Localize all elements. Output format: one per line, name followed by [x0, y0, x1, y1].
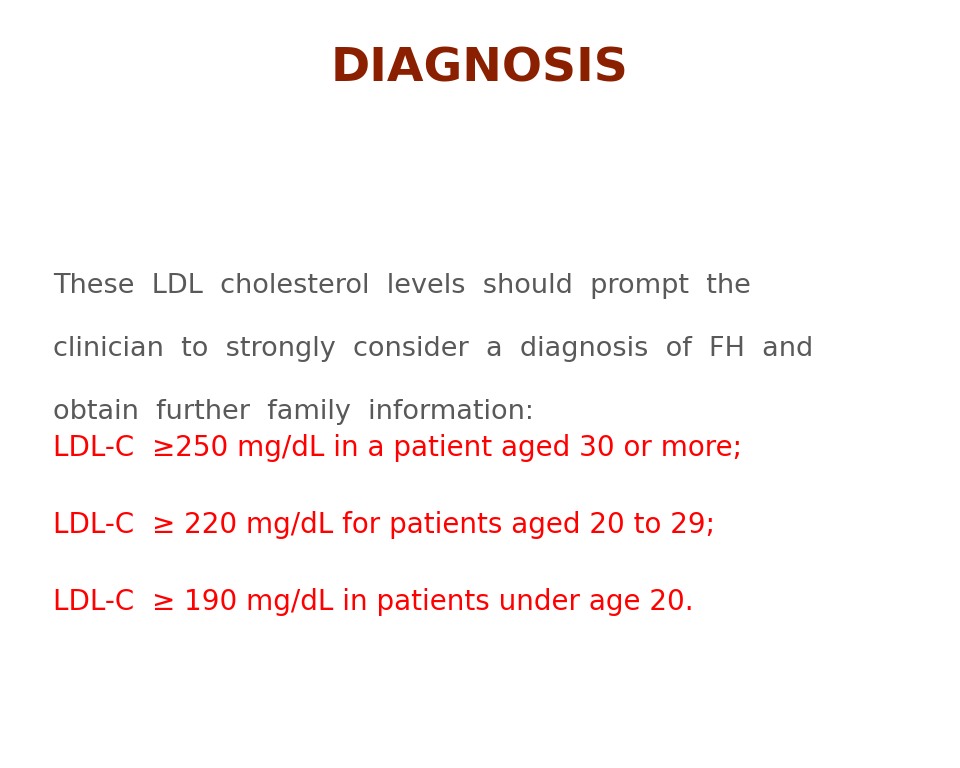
- Text: obtain  further  family  information:: obtain further family information:: [53, 399, 534, 425]
- Text: clinician  to  strongly  consider  a  diagnosis  of  FH  and: clinician to strongly consider a diagnos…: [53, 336, 813, 362]
- Text: LDL-C  ≥ 190 mg/dL in patients under age 20.: LDL-C ≥ 190 mg/dL in patients under age …: [53, 588, 693, 615]
- Text: LDL-C  ≥250 mg/dL in a patient aged 30 or more;: LDL-C ≥250 mg/dL in a patient aged 30 or…: [53, 434, 742, 462]
- Text: LDL-C  ≥ 220 mg/dL for patients aged 20 to 29;: LDL-C ≥ 220 mg/dL for patients aged 20 t…: [53, 511, 715, 538]
- Text: These  LDL  cholesterol  levels  should  prompt  the: These LDL cholesterol levels should prom…: [53, 273, 751, 299]
- Text: DIAGNOSIS: DIAGNOSIS: [331, 46, 629, 91]
